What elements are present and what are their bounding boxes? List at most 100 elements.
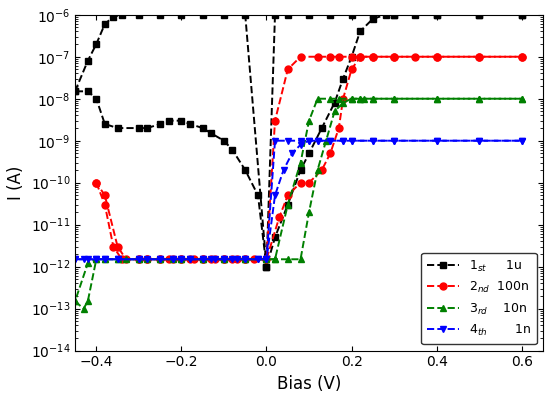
$1_{st}$     1u bbox=[519, 12, 525, 17]
$4_{th}$       1n bbox=[297, 142, 304, 147]
$3_{rd}$    10n bbox=[297, 257, 304, 262]
$3_{rd}$    10n bbox=[72, 299, 78, 304]
$1_{st}$     1u bbox=[433, 12, 440, 17]
$1_{st}$     1u bbox=[157, 12, 163, 17]
$1_{st}$     1u bbox=[110, 14, 117, 19]
$2_{nd}$  100n bbox=[212, 257, 219, 262]
$3_{rd}$    10n bbox=[323, 138, 329, 143]
$1_{st}$     1u bbox=[412, 12, 419, 17]
$1_{st}$     1u bbox=[318, 126, 325, 130]
$2_{nd}$  100n bbox=[391, 54, 398, 59]
$3_{rd}$    10n bbox=[135, 257, 142, 262]
$4_{th}$       1n bbox=[272, 193, 278, 198]
$3_{rd}$    10n bbox=[242, 257, 249, 262]
$4_{th}$       1n bbox=[433, 138, 440, 143]
$1_{st}$     1u bbox=[476, 12, 482, 17]
$3_{rd}$    10n bbox=[93, 257, 100, 262]
$4_{th}$       1n bbox=[519, 138, 525, 143]
$1_{st}$     1u bbox=[284, 202, 291, 207]
$3_{rd}$    10n bbox=[284, 257, 291, 262]
$3_{rd}$    10n bbox=[263, 257, 270, 262]
$2_{nd}$  100n bbox=[110, 244, 117, 249]
$1_{st}$     1u bbox=[391, 12, 398, 17]
$2_{nd}$  100n bbox=[357, 54, 364, 59]
$4_{th}$       1n bbox=[233, 257, 240, 262]
$4_{th}$       1n bbox=[255, 257, 261, 262]
$3_{rd}$    10n bbox=[433, 96, 440, 101]
$2_{nd}$  100n bbox=[102, 202, 108, 207]
$1_{st}$     1u bbox=[348, 54, 355, 59]
$2_{nd}$  100n bbox=[370, 54, 376, 59]
Line: $2_{nd}$  100n: $2_{nd}$ 100n bbox=[93, 53, 525, 263]
$2_{nd}$  100n bbox=[297, 180, 304, 185]
Legend: $1_{st}$     1u, $2_{nd}$  100n, $3_{rd}$    10n, $4_{th}$       1n: $1_{st}$ 1u, $2_{nd}$ 100n, $3_{rd}$ 10n… bbox=[421, 253, 537, 344]
$4_{th}$       1n bbox=[135, 257, 142, 262]
$4_{th}$       1n bbox=[186, 257, 193, 262]
$2_{nd}$  100n bbox=[200, 257, 206, 262]
$3_{rd}$    10n bbox=[357, 96, 364, 101]
$3_{rd}$    10n bbox=[85, 299, 91, 304]
$4_{th}$       1n bbox=[391, 138, 398, 143]
$3_{rd}$    10n bbox=[476, 96, 482, 101]
$4_{th}$       1n bbox=[289, 151, 295, 156]
$3_{rd}$    10n bbox=[519, 96, 525, 101]
$2_{nd}$  100n bbox=[233, 257, 240, 262]
$3_{rd}$    10n bbox=[331, 109, 338, 114]
$4_{th}$       1n bbox=[306, 138, 312, 143]
$1_{st}$     1u bbox=[357, 29, 364, 34]
$3_{rd}$    10n bbox=[200, 257, 206, 262]
$1_{st}$     1u bbox=[221, 12, 227, 17]
$2_{nd}$  100n bbox=[119, 257, 125, 262]
$3_{rd}$    10n bbox=[221, 257, 227, 262]
$2_{nd}$  100n bbox=[93, 180, 100, 185]
$1_{st}$     1u bbox=[119, 12, 125, 17]
$4_{th}$       1n bbox=[370, 138, 376, 143]
$3_{rd}$    10n bbox=[102, 257, 108, 262]
$1_{st}$     1u bbox=[263, 264, 270, 269]
$2_{nd}$  100n bbox=[221, 257, 227, 262]
Y-axis label: I (A): I (A) bbox=[7, 166, 25, 200]
$2_{nd}$  100n bbox=[135, 257, 142, 262]
$4_{th}$       1n bbox=[93, 257, 100, 262]
$2_{nd}$  100n bbox=[306, 180, 312, 185]
X-axis label: Bias (V): Bias (V) bbox=[277, 375, 341, 393]
$1_{st}$     1u bbox=[297, 168, 304, 172]
$1_{st}$     1u bbox=[102, 22, 108, 26]
$4_{th}$       1n bbox=[80, 257, 87, 262]
$1_{st}$     1u bbox=[178, 12, 185, 17]
$1_{st}$     1u bbox=[200, 12, 206, 17]
$3_{rd}$    10n bbox=[114, 257, 121, 262]
$4_{th}$       1n bbox=[221, 257, 227, 262]
$2_{nd}$  100n bbox=[340, 96, 346, 101]
$4_{th}$       1n bbox=[340, 138, 346, 143]
$4_{th}$       1n bbox=[348, 138, 355, 143]
$2_{nd}$  100n bbox=[476, 54, 482, 59]
$1_{st}$     1u bbox=[272, 235, 278, 240]
$1_{st}$     1u bbox=[135, 12, 142, 17]
$4_{th}$       1n bbox=[327, 138, 334, 143]
$2_{nd}$  100n bbox=[242, 257, 249, 262]
Line: $4_{th}$       1n: $4_{th}$ 1n bbox=[72, 137, 525, 263]
$4_{th}$       1n bbox=[200, 257, 206, 262]
$1_{st}$     1u bbox=[331, 100, 338, 105]
$2_{nd}$  100n bbox=[412, 54, 419, 59]
$4_{th}$       1n bbox=[263, 257, 270, 262]
$3_{rd}$    10n bbox=[272, 257, 278, 262]
$4_{th}$       1n bbox=[314, 138, 321, 143]
$2_{nd}$  100n bbox=[433, 54, 440, 59]
$4_{th}$       1n bbox=[102, 257, 108, 262]
$2_{nd}$  100n bbox=[284, 193, 291, 198]
$4_{th}$       1n bbox=[157, 257, 163, 262]
$3_{rd}$    10n bbox=[80, 306, 87, 311]
$3_{rd}$    10n bbox=[314, 168, 321, 172]
$4_{th}$       1n bbox=[114, 257, 121, 262]
$2_{nd}$  100n bbox=[348, 67, 355, 72]
$3_{rd}$    10n bbox=[391, 96, 398, 101]
$2_{nd}$  100n bbox=[519, 54, 525, 59]
$4_{th}$       1n bbox=[476, 138, 482, 143]
$4_{th}$       1n bbox=[280, 168, 287, 172]
$4_{th}$       1n bbox=[72, 257, 78, 262]
$1_{st}$     1u bbox=[72, 89, 78, 94]
$1_{st}$     1u bbox=[85, 58, 91, 63]
$2_{nd}$  100n bbox=[157, 257, 163, 262]
